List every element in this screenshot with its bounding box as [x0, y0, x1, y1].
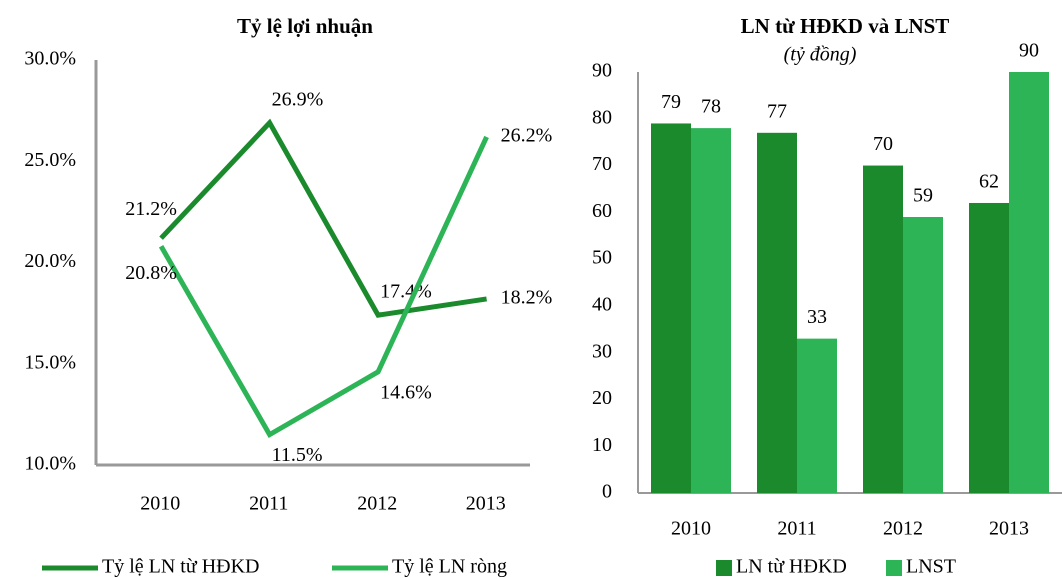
y-tick-label: 50: [592, 247, 612, 269]
y-tick-label: 10.0%: [24, 453, 76, 475]
data-label: 78: [701, 96, 721, 118]
y-tick-label: 30.0%: [24, 48, 76, 70]
data-label: 26.2%: [501, 125, 553, 147]
data-label: 26.9%: [272, 88, 324, 110]
y-tick-label: 10: [592, 434, 612, 456]
bar: [797, 338, 837, 493]
data-label: 20.8%: [125, 262, 177, 284]
data-label: 33: [807, 306, 827, 328]
legend-swatch: [886, 560, 902, 576]
data-label: 70: [873, 133, 893, 155]
legend-label: Tỷ lệ LN ròng: [392, 556, 507, 578]
legend-label: LNST: [906, 556, 956, 578]
bar: [903, 217, 943, 493]
bar: [969, 202, 1009, 493]
legend-swatch: [716, 560, 732, 576]
x-tick-label: 2013: [466, 493, 506, 515]
x-tick-label: 2013: [989, 518, 1029, 540]
y-tick-label: 20.0%: [24, 250, 76, 272]
x-tick-label: 2011: [249, 493, 288, 515]
data-label: 18.2%: [501, 287, 553, 309]
data-label: 90: [1019, 40, 1039, 62]
data-label: 77: [767, 100, 787, 122]
x-tick-label: 2010: [140, 493, 180, 515]
chart-title: LN từ HĐKD và LNST: [741, 14, 950, 38]
data-label: 14.6%: [380, 381, 432, 403]
chart-subtitle: (tỷ đồng): [784, 44, 857, 66]
y-tick-label: 0: [602, 481, 612, 503]
y-tick-label: 80: [592, 106, 612, 128]
y-tick-label: 30: [592, 340, 612, 362]
x-tick-label: 2012: [357, 493, 397, 515]
y-tick-label: 70: [592, 153, 612, 175]
legend-label: Tỷ lệ LN từ HĐKD: [102, 556, 259, 578]
bar: [863, 165, 903, 494]
x-tick-label: 2012: [883, 518, 923, 540]
x-tick-label: 2010: [671, 518, 711, 540]
bar: [1009, 72, 1049, 493]
line: [158, 135, 489, 439]
x-tick-label: 2011: [777, 518, 816, 540]
chart-title: Tỷ lệ lợi nhuận: [237, 14, 373, 38]
line: [159, 118, 487, 318]
data-label: 17.4%: [380, 281, 432, 303]
data-label: 21.2%: [125, 198, 177, 220]
y-tick-label: 40: [592, 293, 612, 315]
y-tick-label: 15.0%: [24, 351, 76, 373]
legend-label: LN từ HĐKD: [736, 556, 847, 578]
y-tick-label: 25.0%: [24, 149, 76, 171]
data-label: 79: [661, 91, 681, 113]
data-label: 11.5%: [272, 444, 323, 466]
data-label: 59: [913, 185, 933, 207]
bar: [651, 123, 691, 493]
bar: [757, 132, 797, 494]
y-tick-label: 60: [592, 200, 612, 222]
y-tick-label: 90: [592, 60, 612, 82]
bar: [691, 128, 731, 493]
data-label: 62: [979, 171, 999, 193]
y-tick-label: 20: [592, 387, 612, 409]
